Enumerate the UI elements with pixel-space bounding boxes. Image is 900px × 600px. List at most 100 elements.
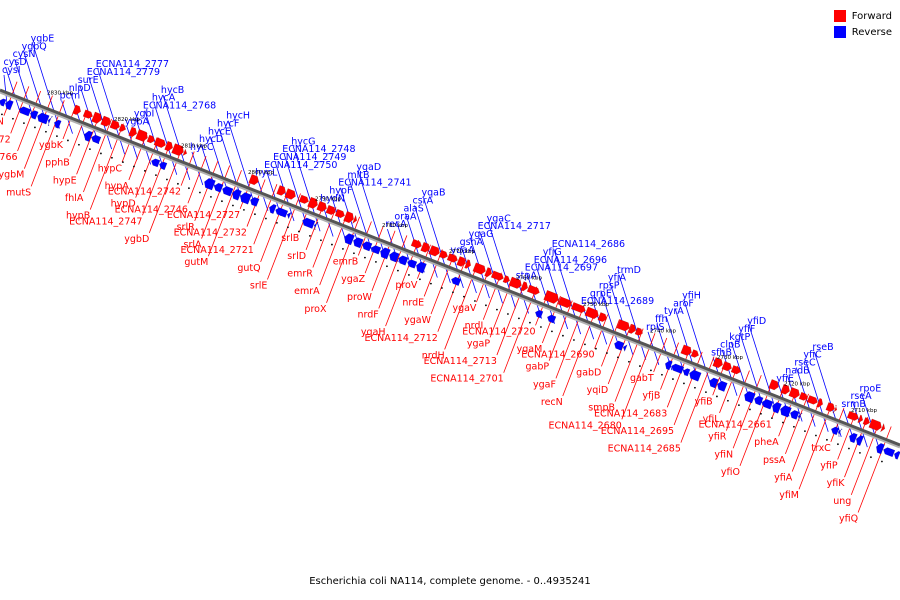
gene-label: rplS (646, 322, 665, 333)
track-dot (111, 156, 113, 159)
forward-gene-arrow (334, 208, 345, 219)
gene-leader-line (489, 277, 514, 338)
gene-label: hycB (161, 85, 184, 96)
gene-leader-line (128, 132, 148, 181)
reverse-gene-arrow (313, 221, 319, 231)
forward-gene-arrow (171, 143, 184, 156)
gene-features (0, 98, 900, 460)
track-dot (276, 221, 278, 224)
gene-label: ygbD (124, 234, 149, 245)
gene-label: ygaZ (341, 274, 365, 285)
backbone-shadow (0, 90, 900, 449)
reverse-gene-arrow (47, 115, 54, 127)
gene-leader-line (852, 401, 868, 448)
forward-gene-arrow (570, 302, 586, 314)
track-dot (45, 130, 47, 133)
reverse-gene-arrow (849, 432, 858, 444)
track-dot (166, 178, 168, 181)
reverse-gene-arrow (856, 435, 864, 447)
track-dot (243, 208, 245, 211)
reverse-gene-arrow (19, 106, 32, 117)
reverse-gene-arrow (250, 197, 260, 207)
gene-label: ECNA114_2717 (478, 221, 551, 232)
gene-label: hypF (329, 186, 352, 197)
reverse-gene-arrow (451, 276, 462, 287)
gene-leader-line (135, 137, 160, 198)
forward-gene-arrow (284, 188, 296, 200)
gene-label: ygbK (39, 140, 64, 151)
gene-leader-line (227, 120, 256, 206)
reverse-gene-arrow (232, 189, 242, 201)
track-dot (683, 382, 685, 385)
gene-leader-line (785, 393, 809, 455)
gene-label: ECNA114_2772 (0, 134, 11, 145)
forward-gene-arrow (248, 174, 259, 186)
track-dot (562, 334, 564, 337)
gene-label: ECNA114_2695 (601, 426, 674, 437)
gene-label: ECNA114_2685 (608, 444, 681, 455)
legend: Forward Reverse (833, 8, 892, 40)
gene-leader-line (674, 308, 699, 381)
reverse-gene-arrow (275, 207, 289, 218)
gene-label: tyrA (664, 306, 684, 317)
gene-label: aroF (673, 298, 694, 309)
reverse-gene-arrow (286, 211, 292, 220)
forward-gene-arrow (508, 276, 522, 289)
track-dot (606, 352, 608, 354)
forward-gene-arrow (768, 379, 779, 391)
gene-label: gabT (630, 373, 654, 384)
gene-label: ECNA114_2712 (365, 333, 438, 344)
gene-leader-line (194, 160, 219, 222)
gene-label: ygaD (356, 162, 381, 173)
track-dot (705, 391, 707, 393)
gene-leader-line (607, 323, 632, 385)
track-dot (221, 200, 223, 203)
gene-leader-line (23, 51, 47, 124)
gene-leader-line (209, 136, 230, 196)
gene-label: ygaC (487, 213, 511, 224)
track-dot (694, 386, 696, 389)
gene-label: rseA (850, 391, 872, 402)
gene-label: yfiC (803, 350, 822, 361)
reverse-gene-arrow (151, 158, 161, 168)
track-dot (254, 213, 256, 216)
reverse-gene-arrow (416, 261, 427, 274)
gene-leader-line (814, 351, 842, 438)
gene-leader-line (76, 114, 101, 175)
reverse-gene-arrow (547, 314, 557, 324)
forward-gene-arrow (438, 249, 448, 259)
gene-label: yfjG (543, 247, 562, 258)
gene-label: srlD (287, 251, 306, 262)
track-dot (815, 434, 817, 437)
track-dot (320, 239, 322, 242)
gene-label: ECNA114_2686 (552, 239, 625, 250)
gene-leader-line (804, 359, 829, 432)
track-dot (408, 274, 410, 276)
gene-label: yfiA (774, 473, 793, 484)
forward-gene-arrow (868, 418, 882, 431)
gene-label: smpB (588, 403, 615, 414)
reverse-gene-arrow (772, 402, 782, 414)
reverse-gene-arrow (159, 161, 168, 171)
reverse-gene-arrow (353, 237, 364, 249)
gene-label: yfiF (738, 324, 755, 335)
track-dot (573, 339, 575, 341)
gene-label: alaS (403, 203, 423, 214)
track-dot (364, 256, 366, 259)
track-dot (848, 447, 850, 450)
gene-label: pphB (45, 158, 70, 169)
track-dot (738, 404, 740, 407)
kbp-tick-label: 2710 kbp (851, 408, 877, 414)
gene-label: yfiO (721, 467, 740, 478)
track-dot (859, 451, 861, 454)
track-dot (496, 308, 498, 311)
gene-label: hypE (53, 175, 77, 186)
forward-gene-arrow (846, 410, 859, 421)
gene-label: ygbE (31, 33, 55, 44)
gene-label: ECNA114_2747 (69, 216, 142, 227)
reverse-gene-arrow (762, 399, 774, 410)
gene-leader-line (371, 230, 396, 291)
gene-leader-line (88, 76, 112, 150)
track-dot (584, 343, 586, 346)
gene-leader-line (180, 151, 195, 186)
